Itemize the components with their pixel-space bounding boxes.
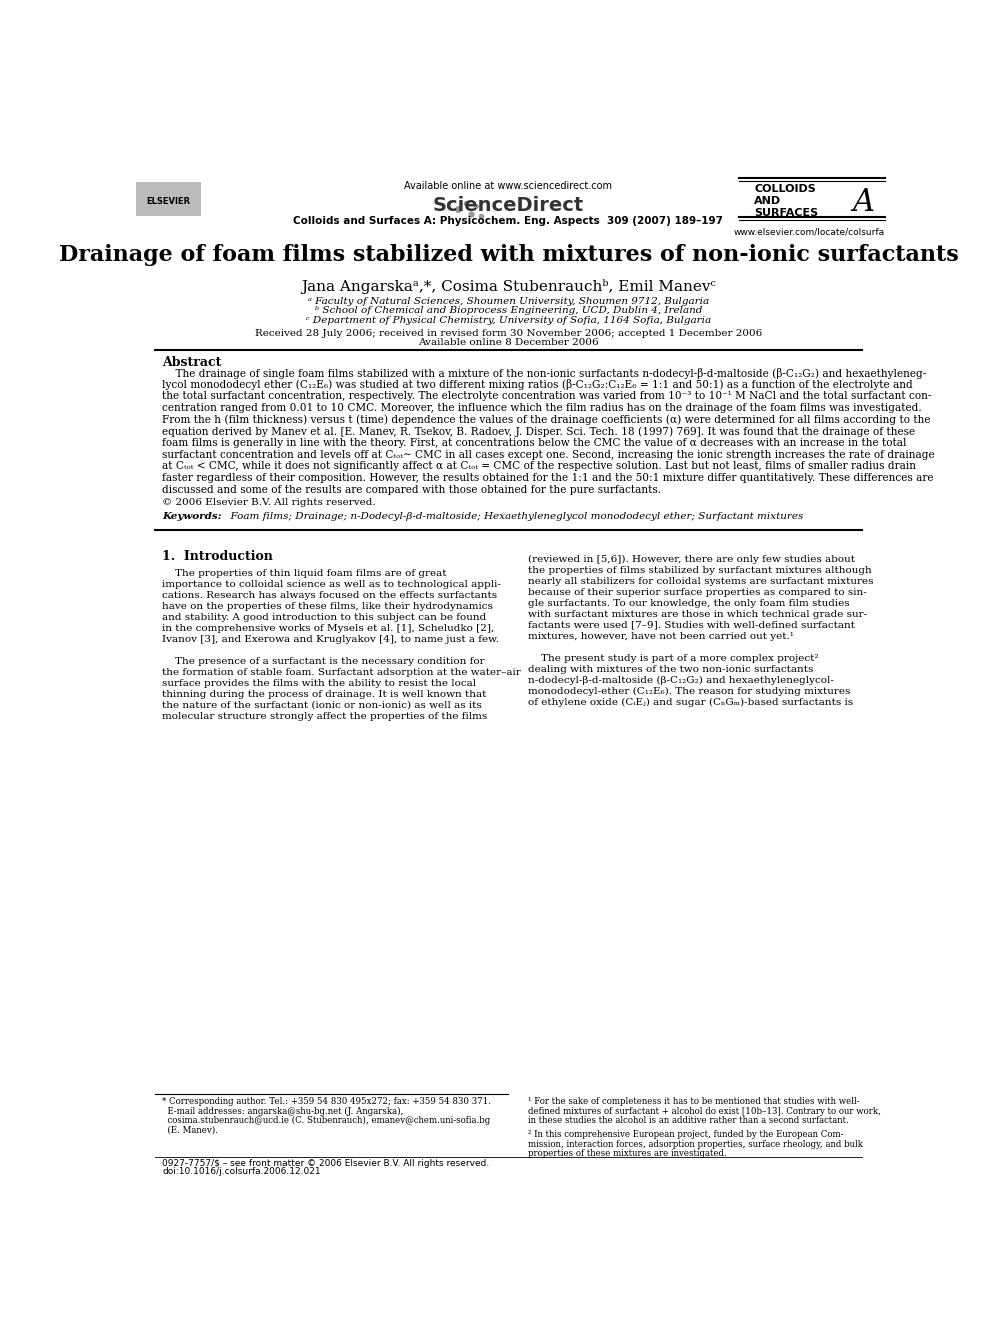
Text: importance to colloidal science as well as to technological appli-: importance to colloidal science as well … (163, 579, 501, 589)
Text: Received 28 July 2006; received in revised form 30 November 2006; accepted 1 Dec: Received 28 July 2006; received in revis… (255, 329, 762, 337)
Text: monododecyl-ether (C₁₂E₆). The reason for studying mixtures: monododecyl-ether (C₁₂E₆). The reason fo… (528, 687, 850, 696)
FancyBboxPatch shape (136, 183, 200, 216)
Text: thinning during the process of drainage. It is well known that: thinning during the process of drainage.… (163, 689, 487, 699)
Text: dealing with mixtures of the two non-ionic surfactants: dealing with mixtures of the two non-ion… (528, 664, 813, 673)
Text: © 2006 Elsevier B.V. All rights reserved.: © 2006 Elsevier B.V. All rights reserved… (163, 499, 376, 508)
Text: From the h (film thickness) versus t (time) dependence the values of the drainag: From the h (film thickness) versus t (ti… (163, 414, 930, 425)
Text: cations. Research has always focused on the effects surfactants: cations. Research has always focused on … (163, 591, 498, 599)
Text: * Corresponding author. Tel.: +359 54 830 495x272; fax: +359 54 830 371.: * Corresponding author. Tel.: +359 54 83… (163, 1097, 491, 1106)
Text: ᶜ Department of Physical Chemistry, University of Sofia, 1164 Sofia, Bulgaria: ᶜ Department of Physical Chemistry, Univ… (306, 316, 711, 324)
Text: (E. Manev).: (E. Manev). (163, 1126, 218, 1135)
Text: molecular structure strongly affect the properties of the films: molecular structure strongly affect the … (163, 712, 488, 721)
Text: cosima.stubenrauch@ucd.ie (C. Stubenrauch), emanev@chem.uni-sofia.bg: cosima.stubenrauch@ucd.ie (C. Stubenrauc… (163, 1117, 491, 1126)
Text: Colloids and Surfaces A: Physicochem. Eng. Aspects  309 (2007) 189–197: Colloids and Surfaces A: Physicochem. En… (294, 216, 723, 226)
Text: defined mixtures of surfactant + alcohol do exist [10b–13]. Contrary to our work: defined mixtures of surfactant + alcohol… (528, 1106, 881, 1115)
Text: n-dodecyl-β-d-maltoside (β-C₁₂G₂) and hexaethyleneglycol-: n-dodecyl-β-d-maltoside (β-C₁₂G₂) and he… (528, 676, 833, 685)
Text: properties of these mixtures are investigated.: properties of these mixtures are investi… (528, 1150, 726, 1159)
Text: at Cₜₒₜ < CMC, while it does not significantly affect α at Cₜₒₜ = CMC of the res: at Cₜₒₜ < CMC, while it does not signifi… (163, 462, 917, 471)
Text: The present study is part of a more complex project²: The present study is part of a more comp… (528, 654, 818, 663)
Text: the total surfactant concentration, respectively. The electrolyte concentration : the total surfactant concentration, resp… (163, 392, 931, 401)
Text: Abstract: Abstract (163, 356, 222, 369)
Text: lycol monododecyl ether (C₁₂E₆) was studied at two different mixing ratios (β-C₁: lycol monododecyl ether (C₁₂E₆) was stud… (163, 380, 914, 390)
Text: ᵃ Faculty of Natural Sciences, Shoumen University, Shoumen 9712, Bulgaria: ᵃ Faculty of Natural Sciences, Shoumen U… (308, 298, 709, 307)
Text: the nature of the surfactant (ionic or non-ionic) as well as its: the nature of the surfactant (ionic or n… (163, 701, 482, 710)
Text: ScienceDirect: ScienceDirect (433, 196, 584, 216)
Text: (reviewed in [5,6]). However, there are only few studies about: (reviewed in [5,6]). However, there are … (528, 554, 855, 564)
Text: surface provides the films with the ability to resist the local: surface provides the films with the abil… (163, 679, 476, 688)
Text: in the comprehensive works of Mysels et al. [1], Scheludko [2],: in the comprehensive works of Mysels et … (163, 624, 495, 632)
Text: Foam films; Drainage; n-Dodecyl-β-d-maltoside; Hexaethyleneglycol monododecyl et: Foam films; Drainage; n-Dodecyl-β-d-malt… (224, 512, 804, 521)
Text: Ivanov [3], and Exerowa and Kruglyakov [4], to name just a few.: Ivanov [3], and Exerowa and Kruglyakov [… (163, 635, 499, 644)
Text: A: A (853, 188, 875, 218)
Text: factants were used [7–9]. Studies with well-defined surfactant: factants were used [7–9]. Studies with w… (528, 620, 855, 630)
Text: gle surfactants. To our knowledge, the only foam film studies: gle surfactants. To our knowledge, the o… (528, 598, 849, 607)
Text: The presence of a surfactant is the necessary condition for: The presence of a surfactant is the nece… (163, 656, 485, 665)
Text: ELSEVIER: ELSEVIER (146, 197, 189, 206)
Text: mission, interaction forces, adsorption properties, surface rheology, and bulk: mission, interaction forces, adsorption … (528, 1140, 863, 1148)
Text: of ethylene oxide (CᵢEⱼ) and sugar (CₙGₘ)-based surfactants is: of ethylene oxide (CᵢEⱼ) and sugar (CₙGₘ… (528, 697, 853, 706)
Text: Keywords:: Keywords: (163, 512, 222, 521)
Text: doi:10.1016/j.colsurfa.2006.12.021: doi:10.1016/j.colsurfa.2006.12.021 (163, 1167, 321, 1176)
Text: discussed and some of the results are compared with those obtained for the pure : discussed and some of the results are co… (163, 484, 662, 495)
Text: because of their superior surface properties as compared to sin-: because of their superior surface proper… (528, 587, 866, 597)
Text: Available online at www.sciencedirect.com: Available online at www.sciencedirect.co… (405, 181, 612, 191)
Text: the properties of films stabilized by surfactant mixtures although: the properties of films stabilized by su… (528, 565, 871, 574)
Text: COLLOIDS
AND
SURFACES: COLLOIDS AND SURFACES (755, 184, 818, 218)
Text: with surfactant mixtures are those in which technical grade sur-: with surfactant mixtures are those in wh… (528, 610, 867, 619)
Text: have on the properties of these films, like their hydrodynamics: have on the properties of these films, l… (163, 602, 493, 611)
Text: 1.  Introduction: 1. Introduction (163, 550, 274, 564)
Text: mixtures, however, have not been carried out yet.¹: mixtures, however, have not been carried… (528, 631, 794, 640)
Text: 0927-7757/$ – see front matter © 2006 Elsevier B.V. All rights reserved.: 0927-7757/$ – see front matter © 2006 El… (163, 1159, 490, 1168)
Text: E-mail addresses: angarska@shu-bg.net (J. Angarska),: E-mail addresses: angarska@shu-bg.net (J… (163, 1106, 404, 1115)
Text: the formation of stable foam. Surfactant adsorption at the water–air: the formation of stable foam. Surfactant… (163, 668, 521, 677)
Text: surfactant concentration and levels off at Cₜₒₜ∼ CMC in all cases except one. Se: surfactant concentration and levels off … (163, 450, 935, 459)
Text: equation derived by Manev et al. [E. Manev, R. Tsekov, B. Radoev, J. Disper. Sci: equation derived by Manev et al. [E. Man… (163, 426, 916, 437)
Text: The properties of thin liquid foam films are of great: The properties of thin liquid foam films… (163, 569, 447, 578)
Text: The drainage of single foam films stabilized with a mixture of the non-ionic sur: The drainage of single foam films stabil… (163, 368, 927, 378)
Text: www.elsevier.com/locate/colsurfa: www.elsevier.com/locate/colsurfa (734, 228, 885, 235)
Text: Jana Angarskaᵃ,*, Cosima Stubenrauchᵇ, Emil Manevᶜ: Jana Angarskaᵃ,*, Cosima Stubenrauchᵇ, E… (301, 279, 716, 294)
Text: in these studies the alcohol is an additive rather than a second surfactant.: in these studies the alcohol is an addit… (528, 1117, 848, 1126)
Text: Drainage of foam films stabilized with mixtures of non-ionic surfactants: Drainage of foam films stabilized with m… (59, 245, 958, 266)
Text: faster regardless of their composition. However, the results obtained for the 1:: faster regardless of their composition. … (163, 474, 933, 483)
Text: ᵇ School of Chemical and Bioprocess Engineering, UCD, Dublin 4, Ireland: ᵇ School of Chemical and Bioprocess Engi… (314, 307, 702, 315)
Text: and stability. A good introduction to this subject can be found: and stability. A good introduction to th… (163, 613, 487, 622)
Text: Available online 8 December 2006: Available online 8 December 2006 (418, 339, 599, 347)
Text: centration ranged from 0.01 to 10 CMC. Moreover, the influence which the film ra: centration ranged from 0.01 to 10 CMC. M… (163, 402, 923, 413)
Text: ² In this comprehensive European project, funded by the European Com-: ² In this comprehensive European project… (528, 1130, 843, 1139)
Text: foam films is generally in line with the theory. First, at concentrations below : foam films is generally in line with the… (163, 438, 907, 448)
Text: nearly all stabilizers for colloidal systems are surfactant mixtures: nearly all stabilizers for colloidal sys… (528, 577, 873, 586)
Text: ¹ For the sake of completeness it has to be mentioned that studies with well-: ¹ For the sake of completeness it has to… (528, 1097, 859, 1106)
